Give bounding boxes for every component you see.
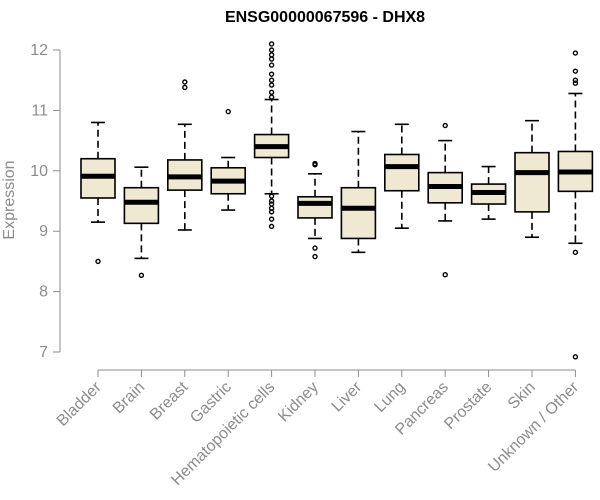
chart-title: ENSG00000067596 - DHX8 <box>225 9 425 26</box>
outlier-point <box>95 258 101 265</box>
box-group-gastric <box>210 108 246 211</box>
outlier-point <box>268 41 275 47</box>
outlier-point <box>182 84 188 91</box>
box-iqr <box>514 151 550 213</box>
box-group-brain <box>123 166 160 278</box>
outlier-point <box>268 216 275 222</box>
outlier-point <box>268 201 275 207</box>
outlier-point <box>572 68 579 74</box>
box-group-breast <box>167 79 203 231</box>
x-tick-label: Breast <box>147 378 192 423</box>
x-tick-label: Lung <box>371 379 408 416</box>
outlier-point <box>268 56 275 62</box>
x-tick-label: Bladder <box>54 378 105 429</box>
outlier-point <box>572 354 579 360</box>
outlier-point <box>572 80 579 86</box>
y-tick-label: 7 <box>39 344 48 361</box>
x-tick-label: Prostate <box>441 379 495 433</box>
outlier-point <box>312 253 318 260</box>
box-group-liver <box>340 130 377 254</box>
box-iqr <box>297 195 333 219</box>
x-tick-label: Brain <box>110 379 148 417</box>
box-iqr <box>340 186 377 240</box>
outlier-point <box>572 50 579 56</box>
outlier-point <box>268 89 275 95</box>
y-tick-label: 8 <box>39 284 48 301</box>
outlier-point <box>572 249 579 256</box>
outlier-point <box>225 108 231 115</box>
x-tick-label: Liver <box>329 378 366 415</box>
y-axis-label: Expression <box>1 160 18 239</box>
x-tick-label: Skin <box>505 379 539 413</box>
plot-area <box>80 41 594 360</box>
outlier-point <box>268 62 275 68</box>
outlier-point <box>312 160 318 167</box>
y-tick-label: 12 <box>30 42 48 59</box>
outlier-point <box>138 272 145 278</box>
outlier-point <box>268 223 275 230</box>
y-tick-label: 11 <box>31 102 48 119</box>
outlier-point <box>442 271 448 278</box>
outlier-point <box>572 77 579 83</box>
outlier-point <box>268 82 275 88</box>
outlier-point <box>268 52 275 58</box>
box-group-skin <box>514 119 550 239</box>
box-group-lung <box>383 123 420 229</box>
box-group-bladder <box>80 121 116 265</box>
outlier-point <box>268 198 275 204</box>
box-iqr <box>123 186 160 225</box>
outlier-point <box>312 245 318 251</box>
box-group-kidney <box>297 160 333 260</box>
outlier-point <box>268 77 275 83</box>
box-group-unknown-other <box>557 50 594 360</box>
outlier-point <box>268 71 275 77</box>
outlier-point <box>442 122 448 129</box>
y-tick-label: 10 <box>30 163 48 180</box>
y-tick-label: 9 <box>39 223 48 240</box>
x-tick-label: Kidney <box>275 379 322 426</box>
outlier-point <box>268 94 275 100</box>
box-group-pancreas <box>427 122 464 278</box>
box-iqr <box>383 153 420 192</box>
outlier-point <box>268 205 275 211</box>
outlier-point <box>182 79 188 85</box>
outlier-point <box>268 193 275 199</box>
outlier-point <box>268 47 275 53</box>
box-group-hematopoietic-cells <box>253 41 290 230</box>
box-group-prostate <box>470 165 507 220</box>
